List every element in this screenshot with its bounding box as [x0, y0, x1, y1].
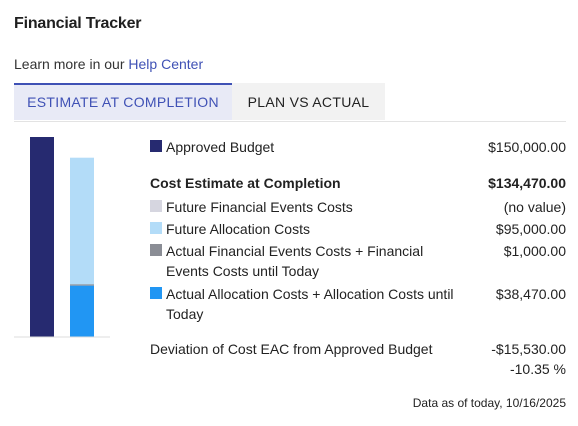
tab-plan-vs-actual[interactable]: PLAN VS ACTUAL	[232, 83, 385, 120]
actual-allocation-label: Actual Allocation Costs + Allocation Cos…	[166, 286, 454, 322]
bar-actual-allocation	[70, 285, 94, 337]
actual-financial-label: Actual Financial Events Costs + Financia…	[166, 243, 424, 279]
eac-label: Cost Estimate at Completion	[150, 175, 341, 191]
eac-row: Cost Estimate at Completion $134,470.00	[150, 173, 566, 193]
future-financial-row: Future Financial Events Costs (no value)	[150, 197, 566, 217]
future-financial-label: Future Financial Events Costs	[166, 199, 353, 215]
future-allocation-label: Future Allocation Costs	[166, 221, 310, 237]
actual-allocation-swatch	[150, 287, 162, 299]
eac-value: $134,470.00	[488, 175, 566, 191]
help-center-link[interactable]: Help Center	[128, 56, 204, 72]
actual-allocation-value: $38,470.00	[495, 286, 566, 302]
actual-financial-value: $1,000.00	[503, 243, 566, 259]
actual-financial-row: Actual Financial Events Costs + Financia…	[150, 241, 566, 281]
eac-bar-chart	[14, 137, 110, 338]
future-financial-swatch	[150, 200, 162, 212]
data-as-of: Data as of today, 10/16/2025	[412, 396, 566, 410]
actual-financial-swatch	[150, 244, 162, 256]
deviation-value: -$15,530.00	[491, 341, 566, 357]
future-allocation-swatch	[150, 222, 162, 234]
future-allocation-value: $95,000.00	[495, 221, 566, 237]
approved-budget-label: Approved Budget	[166, 139, 275, 155]
tab-estimate-at-completion[interactable]: ESTIMATE AT COMPLETION	[14, 83, 232, 120]
help-prefix: Learn more in our	[14, 56, 125, 72]
approved-budget-swatch	[150, 140, 162, 152]
tab-bar: ESTIMATE AT COMPLETION PLAN VS ACTUAL	[14, 83, 566, 122]
deviation-label: Deviation of Cost EAC from Approved Budg…	[150, 341, 433, 357]
bar-approved-budget	[30, 137, 54, 337]
widget-title: Financial Tracker	[14, 15, 142, 32]
bar-future-allocation	[70, 157, 94, 285]
future-financial-value: (no value)	[503, 199, 566, 215]
deviation-percent: -10.35 %	[509, 361, 566, 377]
approved-budget-row: Approved Budget $150,000.00	[150, 137, 566, 157]
future-allocation-row: Future Allocation Costs $95,000.00	[150, 219, 566, 239]
help-text: Learn more in our Help Center	[14, 56, 203, 72]
actual-allocation-row: Actual Allocation Costs + Allocation Cos…	[150, 284, 566, 324]
approved-budget-value: $150,000.00	[488, 139, 566, 155]
bar-actual-financial	[70, 284, 94, 286]
